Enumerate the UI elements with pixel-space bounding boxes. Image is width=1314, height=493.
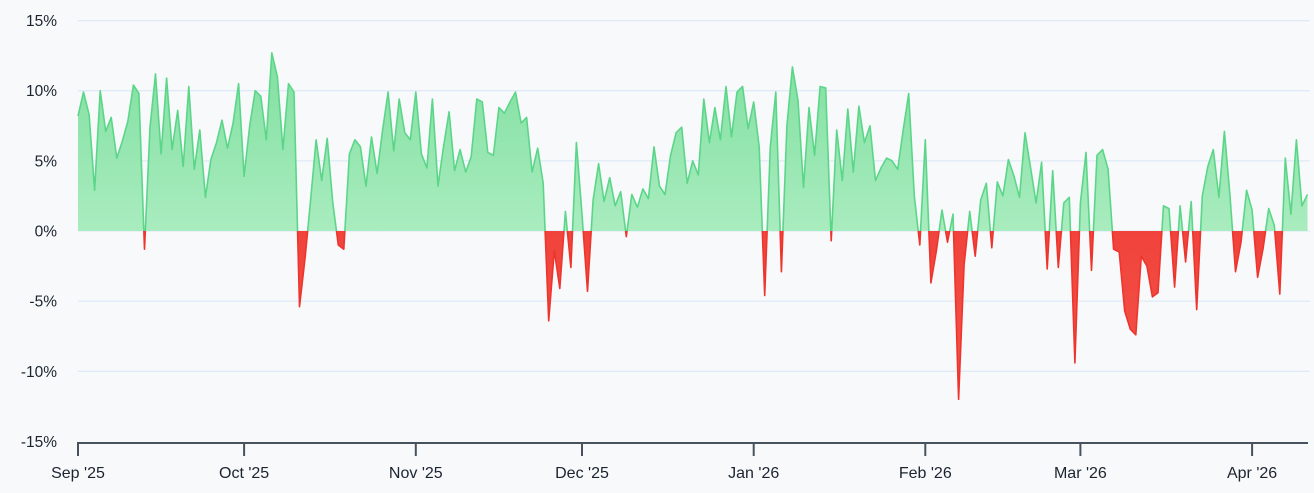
x-axis-label: Jan '26 bbox=[728, 465, 779, 482]
positive-area bbox=[78, 52, 1308, 231]
y-axis-labels: 15% 10% 5% 0% -5% -10% -15% bbox=[21, 13, 57, 451]
y-axis-label: -15% bbox=[21, 434, 57, 451]
y-axis-label: 10% bbox=[26, 83, 57, 100]
x-axis-label: Oct '25 bbox=[219, 465, 269, 482]
y-axis-label: -10% bbox=[21, 364, 57, 381]
x-axis-label: Feb '26 bbox=[899, 465, 952, 482]
y-axis-label: -5% bbox=[29, 294, 57, 311]
y-axis-label: 0% bbox=[35, 224, 58, 241]
x-axis-label: Sep '25 bbox=[51, 465, 105, 482]
x-axis-label: Mar '26 bbox=[1054, 465, 1107, 482]
y-axis-label: 5% bbox=[35, 153, 58, 170]
positive-line bbox=[77, 52, 1309, 231]
x-axis: Sep '25 Oct '25 Nov '25 Dec '25 Jan '26 Feb '… bbox=[51, 442, 1308, 482]
x-axis-label: Dec '25 bbox=[555, 465, 609, 482]
x-axis-label: Apr '26 bbox=[1227, 465, 1277, 482]
y-axis-label: 15% bbox=[26, 13, 57, 30]
x-axis-label: Nov '25 bbox=[389, 465, 443, 482]
